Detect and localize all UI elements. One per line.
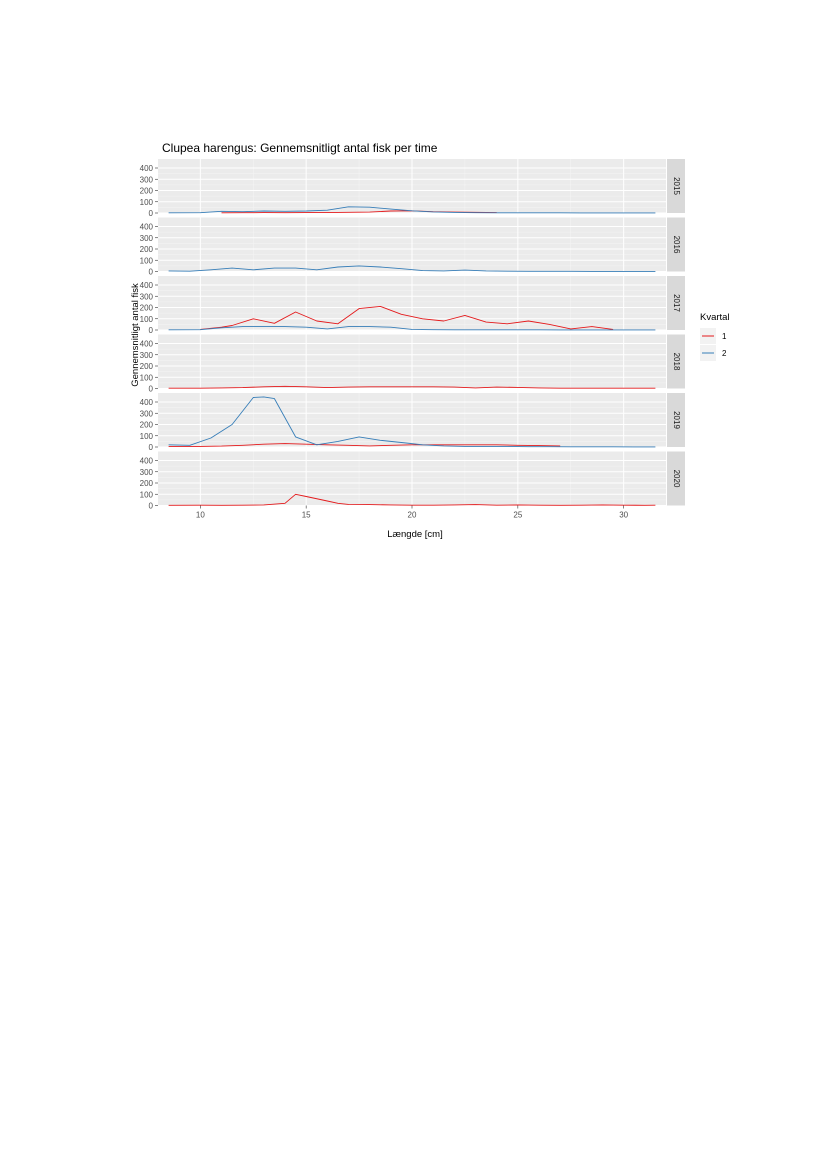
facet-strip xyxy=(667,334,685,389)
chart-title: Clupea harengus: Gennemsnitligt antal fi… xyxy=(162,141,438,155)
legend: Kvartal 1 2 xyxy=(700,312,730,361)
y-tick-label: 400 xyxy=(140,281,154,290)
y-tick-label: 300 xyxy=(140,468,154,477)
facet-strip-label: 2016 xyxy=(672,236,681,254)
x-axis-label: Længde [cm] xyxy=(387,529,442,540)
series-line-kvartal-2 xyxy=(168,206,656,214)
series-line-kvartal-1 xyxy=(168,443,561,447)
y-tick-label: 400 xyxy=(140,398,154,407)
series-line-kvartal-2 xyxy=(168,265,656,272)
facet-strip-label: 2017 xyxy=(672,294,681,312)
y-tick-label: 300 xyxy=(140,234,154,243)
y-tick-label: 0 xyxy=(149,443,154,452)
panel-2020: 0 100 200 300 400 2020 xyxy=(140,451,685,511)
y-tick-label: 0 xyxy=(149,326,154,335)
y-tick-label: 400 xyxy=(140,164,154,173)
panel-2016: 0 100 200 300 400 2016 xyxy=(140,217,685,277)
series-line-kvartal-2 xyxy=(168,326,656,331)
y-axis-label: Gennemsnitligt antal fisk xyxy=(130,283,141,387)
y-tick-label: 300 xyxy=(140,292,154,301)
x-tick-label: 25 xyxy=(513,511,522,520)
y-tick-label: 400 xyxy=(140,223,154,232)
y-tick-label: 100 xyxy=(140,256,154,265)
series-line-kvartal-2 xyxy=(168,396,656,448)
y-tick-label: 100 xyxy=(140,432,154,441)
x-tick-label: 30 xyxy=(619,511,628,520)
facet-strip xyxy=(667,276,685,330)
y-tick-label: 200 xyxy=(140,304,154,313)
legend-entry-label: 1 xyxy=(722,332,727,341)
y-tick-label: 400 xyxy=(140,340,154,349)
y-tick-label: 100 xyxy=(140,198,154,207)
facet-strip xyxy=(667,393,685,447)
panel-2019: 0 100 200 300 400 2019 xyxy=(140,393,685,452)
facet-strip-label: 2018 xyxy=(672,353,681,371)
y-tick-label: 200 xyxy=(140,362,154,371)
series-line-kvartal-1 xyxy=(168,493,656,506)
y-tick-label: 300 xyxy=(140,351,154,360)
x-axis: 10 15 20 25 30 xyxy=(196,505,629,520)
x-tick-label: 15 xyxy=(302,511,311,520)
y-tick-label: 300 xyxy=(140,409,154,418)
panel-2017: 0 100 200 300 400 2017 xyxy=(140,276,685,335)
facet-strip-label: 2015 xyxy=(672,177,681,195)
y-tick-label: 0 xyxy=(149,385,154,394)
x-tick-label: 10 xyxy=(196,511,205,520)
series-line-kvartal-1 xyxy=(168,385,656,389)
y-tick-label: 200 xyxy=(140,421,154,430)
facet-strip xyxy=(667,451,685,506)
legend-entry-label: 2 xyxy=(722,349,727,358)
y-tick-label: 200 xyxy=(140,479,154,488)
y-tick-label: 200 xyxy=(140,245,154,254)
panel-2018: 0 100 200 300 400 2018 xyxy=(140,334,685,394)
y-tick-label: 100 xyxy=(140,373,154,382)
x-tick-label: 20 xyxy=(408,511,417,520)
facet-strip-label: 2019 xyxy=(672,411,681,429)
y-tick-label: 0 xyxy=(149,268,154,277)
y-tick-label: 100 xyxy=(140,490,154,499)
y-tick-label: 300 xyxy=(140,175,154,184)
y-tick-label: 0 xyxy=(149,209,154,218)
y-tick-label: 100 xyxy=(140,315,154,324)
facet-panels: 0 100 200 300 400 2015 0 100 200 300 400 2016 0 100 20… xyxy=(140,159,685,511)
y-tick-label: 400 xyxy=(140,457,154,466)
legend-title: Kvartal xyxy=(700,312,730,323)
facet-strip xyxy=(667,217,685,272)
facet-strip xyxy=(667,159,685,213)
panel-2015: 0 100 200 300 400 2015 xyxy=(140,159,685,218)
series-line-kvartal-1 xyxy=(200,305,614,330)
facet-strip-label: 2020 xyxy=(672,470,681,488)
y-tick-label: 0 xyxy=(149,502,154,511)
y-tick-label: 200 xyxy=(140,187,154,196)
